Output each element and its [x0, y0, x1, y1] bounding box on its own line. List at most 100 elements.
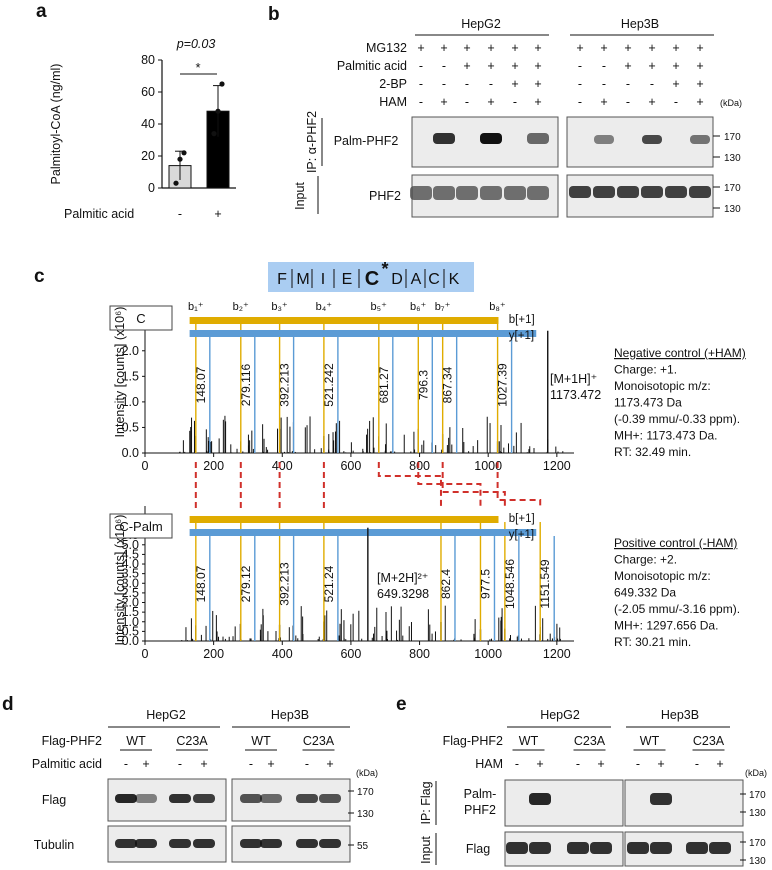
info-line: Charge: +2.: [614, 553, 677, 567]
info-line: (-2.05 mmu/-3.16 ppm).: [614, 602, 740, 616]
panel-a-point: [173, 180, 179, 186]
b-ion-label: b₂⁺: [233, 301, 249, 313]
b-sign: +: [648, 41, 655, 55]
b-sign: -: [602, 59, 606, 73]
b-band: [641, 186, 663, 198]
b-sign: +: [487, 95, 494, 109]
b-sign: -: [465, 95, 469, 109]
fragment-mass-label: 1048.546: [503, 559, 517, 609]
panel-a-point: [181, 150, 187, 156]
panel-a-ytick-label: 0: [148, 181, 155, 195]
b-sign: +: [672, 59, 679, 73]
b-sign: +: [487, 59, 494, 73]
info-line: MH+: 1173.473 Da.: [614, 429, 718, 443]
treatment-sign: +: [716, 757, 723, 771]
spectrum-ytick-label: 4.5: [122, 547, 139, 561]
spectrum-xtick-label: 1000: [474, 647, 502, 661]
treatment-sign: +: [326, 757, 333, 771]
treatment-label: Palmitic acid: [32, 757, 102, 771]
input-label: Input: [419, 836, 433, 864]
b-sign: +: [534, 77, 541, 91]
b-sign: -: [578, 95, 582, 109]
spectrum-ytick-label: 1.5: [122, 605, 139, 619]
b-sign: -: [602, 77, 606, 91]
b-sign: +: [487, 41, 494, 55]
info-line: (-0.39 mmu/-0.33 ppm).: [614, 412, 740, 426]
b-ion-label: b₃⁺: [271, 301, 288, 313]
panel-b-bands: [410, 133, 711, 200]
y-ion-legend: y[+1]: [509, 330, 534, 342]
blot-band: [115, 794, 137, 803]
b-band: [642, 135, 662, 144]
svg-text:130: 130: [724, 204, 741, 215]
panel-a-bars: [168, 81, 230, 189]
cell-line-label: HepG2: [146, 708, 186, 722]
blot-label: Palm-: [464, 787, 497, 801]
blot-band: [296, 794, 318, 803]
b-sign: -: [674, 95, 678, 109]
seq-residue: D: [391, 271, 403, 288]
b-sign: +: [417, 41, 424, 55]
treatment-sign: -: [124, 757, 128, 771]
treatment-sign: -: [178, 757, 182, 771]
b-sign: +: [624, 59, 631, 73]
treatment-sign: -: [576, 757, 580, 771]
blot-label: Flag: [42, 793, 66, 807]
b-blot-phf2-hep3b: [566, 174, 714, 218]
spectrum-xtick-label: 1000: [474, 459, 502, 473]
spectrum-ytick-label: 3.0: [122, 576, 139, 590]
mw-label: 130: [357, 809, 374, 820]
b-sign: -: [578, 59, 582, 73]
b-ion-label: b₁⁺: [188, 301, 204, 313]
spectrum-ytick-label: 4.0: [122, 557, 139, 571]
info-line: MH+: 1297.656 Da.: [614, 619, 718, 633]
mw-label: 130: [749, 808, 766, 819]
spectrum-xtick-label: 200: [203, 647, 224, 661]
b-ion-legend: b[+1]: [509, 513, 535, 525]
y-ion-ribbon: [189, 529, 537, 536]
spectrum-xtick-label: 400: [272, 647, 293, 661]
cell-line-label: HepG2: [540, 708, 580, 722]
fragment-mass-label: 392.213: [278, 363, 292, 407]
b-sign: -: [489, 77, 493, 91]
b-sign: +: [511, 77, 518, 91]
treatment-sign: -: [515, 757, 519, 771]
genotype-label: WT: [519, 734, 539, 748]
pvalue-text: p=0.03: [176, 37, 216, 51]
spectrum-bottom: 0 200 400 600 800 1000 12000.00.51.01.52.02.53…: [109, 506, 574, 661]
treatment-sign: -: [305, 757, 309, 771]
b-sign: +: [511, 41, 518, 55]
panel-a-cat-minus: -: [178, 207, 182, 221]
fragment-mass-label: 521.242: [322, 363, 336, 407]
mw-label: 170: [749, 790, 766, 801]
blot-band: [240, 839, 262, 848]
blot-band: [709, 842, 731, 854]
b-sign: +: [648, 95, 655, 109]
seq-residue: I: [321, 271, 325, 288]
genotype-label: C23A: [693, 734, 725, 748]
spectrum-tag-box: [109, 305, 173, 331]
seq-residue: A: [411, 271, 422, 288]
blot-frame: [504, 779, 624, 827]
b-sign: -: [650, 77, 654, 91]
info-line: Monoisotopic m/z:: [614, 379, 711, 393]
b-band: [689, 186, 711, 198]
spectrum-ytick-label: 2.0: [122, 344, 139, 358]
ip-label: IP: Flag: [419, 781, 433, 824]
sequence-box: [268, 262, 474, 292]
info-line: Positive control (-HAM): [614, 536, 737, 550]
spectrum-xtick-label: 200: [203, 459, 224, 473]
blot-band: [506, 842, 528, 854]
spectrum-ytick-label: 0.5: [122, 420, 139, 434]
b-sign: -: [419, 77, 423, 91]
b-sign: +: [672, 77, 679, 91]
spectrum-ytick-label: 3.5: [122, 567, 139, 581]
panel-a-ylabel: Palmitoyl-CoA (ng/ml): [49, 64, 63, 185]
spectrum-ytick-label: 1.0: [122, 615, 139, 629]
fragment-mass-label: 862.4: [439, 569, 453, 599]
mw-label: 170: [357, 787, 374, 798]
panel-label-a: a: [36, 1, 47, 22]
spectrum-xtick-label: 0: [142, 647, 149, 661]
spectrum-ytick-label: 1.5: [122, 369, 139, 383]
